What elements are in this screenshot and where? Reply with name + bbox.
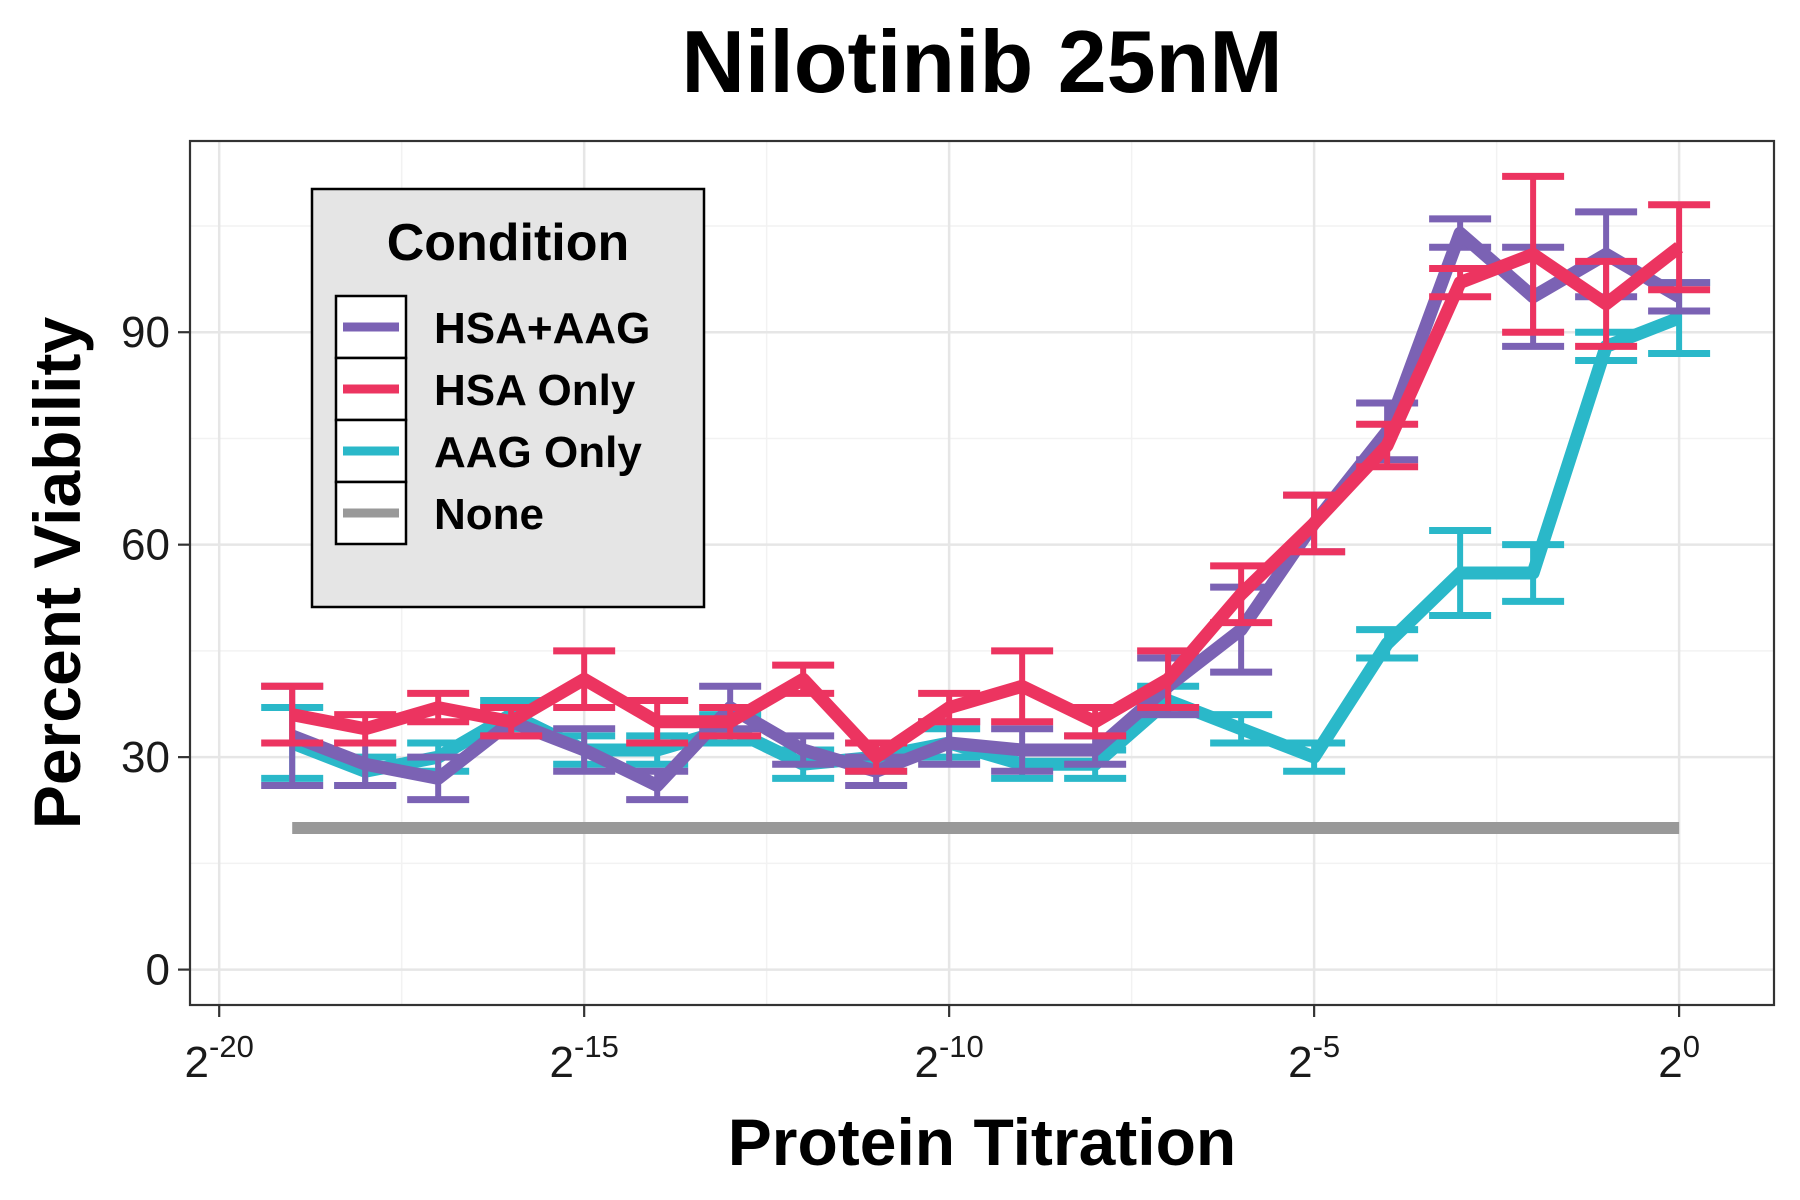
series-layer: [261, 172, 1711, 834]
series-hsa-only: [261, 172, 1711, 775]
x-tick-label: 2-10: [915, 1029, 984, 1087]
legend-item-aag-only: AAG Only: [334, 418, 642, 484]
y-axis: 0 30 60 90: [121, 308, 190, 995]
x-tick-exponent: -10: [939, 1029, 984, 1064]
x-tick-base: 2: [1658, 1038, 1682, 1087]
x-tick-label: 2-20: [185, 1029, 254, 1087]
x-tick-base: 2: [550, 1038, 574, 1087]
legend-title: Condition: [387, 214, 630, 272]
chart-title: Nilotinib 25nM: [681, 12, 1282, 111]
x-axis-title: Protein Titration: [728, 1105, 1236, 1179]
series-line-hsa-only: [290, 242, 1684, 764]
panel-border: [188, 139, 1776, 1007]
x-tick-exponent: -20: [209, 1029, 254, 1064]
legend-item-none: None: [334, 480, 544, 546]
x-tick-base: 2: [1288, 1038, 1312, 1087]
x-tick-label: 2-15: [550, 1029, 619, 1087]
y-tick-label: 0: [146, 946, 170, 995]
y-tick-label: 90: [121, 308, 170, 357]
legend-item-hsa-only: HSA Only: [334, 356, 636, 422]
y-tick-label: 60: [121, 521, 170, 570]
x-tick-exponent: -5: [1313, 1029, 1341, 1064]
x-tick-exponent: -15: [574, 1029, 619, 1064]
y-axis-title: Percent Viability: [20, 317, 94, 830]
legend-label: HSA Only: [434, 366, 636, 415]
y-tick-label: 30: [121, 733, 170, 782]
x-tick-label: 20: [1658, 1029, 1700, 1087]
x-tick-exponent: 0: [1683, 1029, 1700, 1064]
x-axis: 2-20 2-15 2-10 2-5 20: [185, 1005, 1700, 1087]
x-tick-base: 2: [915, 1038, 939, 1087]
legend-entries: HSA+AAG HSA Only AAG Only None: [334, 294, 650, 546]
x-tick-label: 2-5: [1288, 1029, 1340, 1087]
legend-label: AAG Only: [434, 428, 642, 477]
legend: Condition HSA+AAG HSA Only AAG Only None: [310, 187, 706, 609]
legend-item-hsa-aag: HSA+AAG: [334, 294, 650, 360]
legend-label: None: [434, 490, 544, 539]
x-tick-base: 2: [185, 1038, 209, 1087]
legend-label: HSA+AAG: [434, 304, 650, 353]
